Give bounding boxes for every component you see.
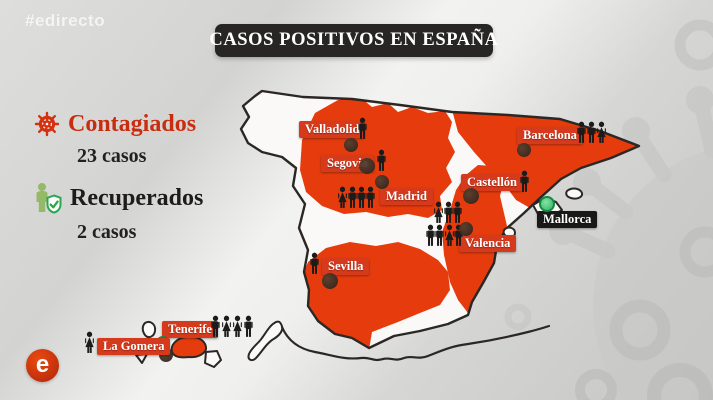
case-dot-barcelona <box>517 143 531 157</box>
case-dot-segovia <box>359 158 375 174</box>
island-fuerteventura-lanzarote <box>247 320 284 362</box>
person-icon-male <box>243 315 254 338</box>
island-tenerife <box>170 335 208 359</box>
city-label-valladolid: Valladolid <box>299 121 366 139</box>
page-title: CASOS POSITIVOS EN ESPAÑA <box>209 30 499 50</box>
person-icon-female <box>596 121 607 144</box>
city-label-madrid: Madrid <box>380 188 433 206</box>
person-icon-female <box>444 224 455 247</box>
title-banner: CASOS POSITIVOS EN ESPAÑA <box>209 24 498 57</box>
case-dot-sevilla <box>322 273 338 289</box>
city-label-mallorca: Mallorca <box>537 211 598 229</box>
city-label-tenerife: Tenerife <box>162 321 218 339</box>
espana-directo-logo: e <box>26 349 59 382</box>
city-label-valencia: Valencia <box>459 235 517 253</box>
city-label-castellon: Castellón <box>461 174 523 192</box>
person-icon-male <box>309 252 320 275</box>
case-dot-valencia <box>459 222 473 236</box>
person-icon-female <box>84 331 95 354</box>
person-icon-male <box>210 315 221 338</box>
island-gran-canaria <box>204 350 222 368</box>
logo-letter: e <box>35 350 50 378</box>
person-icon-male <box>576 121 587 144</box>
person-icon-male <box>434 224 445 247</box>
case-dot-castellon <box>463 188 479 204</box>
person-icon-male <box>376 149 387 172</box>
city-label-barcelona: Barcelona <box>517 127 583 145</box>
recuperados-label: Recuperados <box>70 184 204 211</box>
person-icon-female <box>337 186 348 209</box>
person-icon-male <box>357 117 368 140</box>
virus-icon <box>34 111 60 137</box>
person-icon-female <box>232 315 243 338</box>
hashtag-watermark: #edirecto <box>25 11 106 30</box>
person-icon-female <box>221 315 232 338</box>
person-icon-male <box>425 224 436 247</box>
island-la-palma <box>141 321 157 339</box>
case-dot-madrid <box>375 175 389 189</box>
recovered-person-icon <box>36 183 62 214</box>
city-label-la-gomera: La Gomera <box>97 338 171 356</box>
island-menorca <box>565 187 584 200</box>
contagiados-count: 23 casos <box>77 145 147 167</box>
city-label-sevilla: Sevilla <box>322 258 370 276</box>
contagiados-label: Contagiados <box>68 110 197 137</box>
person-icon-male <box>443 201 454 224</box>
person-icon-male <box>586 121 597 144</box>
recovered-case-dot-mallorca <box>539 196 555 212</box>
case-dot-valladolid <box>344 138 358 152</box>
africa-coastline <box>280 324 551 362</box>
person-icon-female <box>433 201 444 224</box>
recuperados-count: 2 casos <box>77 221 137 243</box>
person-icon-male <box>365 186 376 209</box>
person-icon-male <box>347 186 358 209</box>
person-icon-male <box>519 170 530 193</box>
person-icon-male <box>452 201 463 224</box>
legend: Contagiados 23 casos Recuperados 2 casos <box>33 110 233 258</box>
person-icon-male <box>356 186 367 209</box>
